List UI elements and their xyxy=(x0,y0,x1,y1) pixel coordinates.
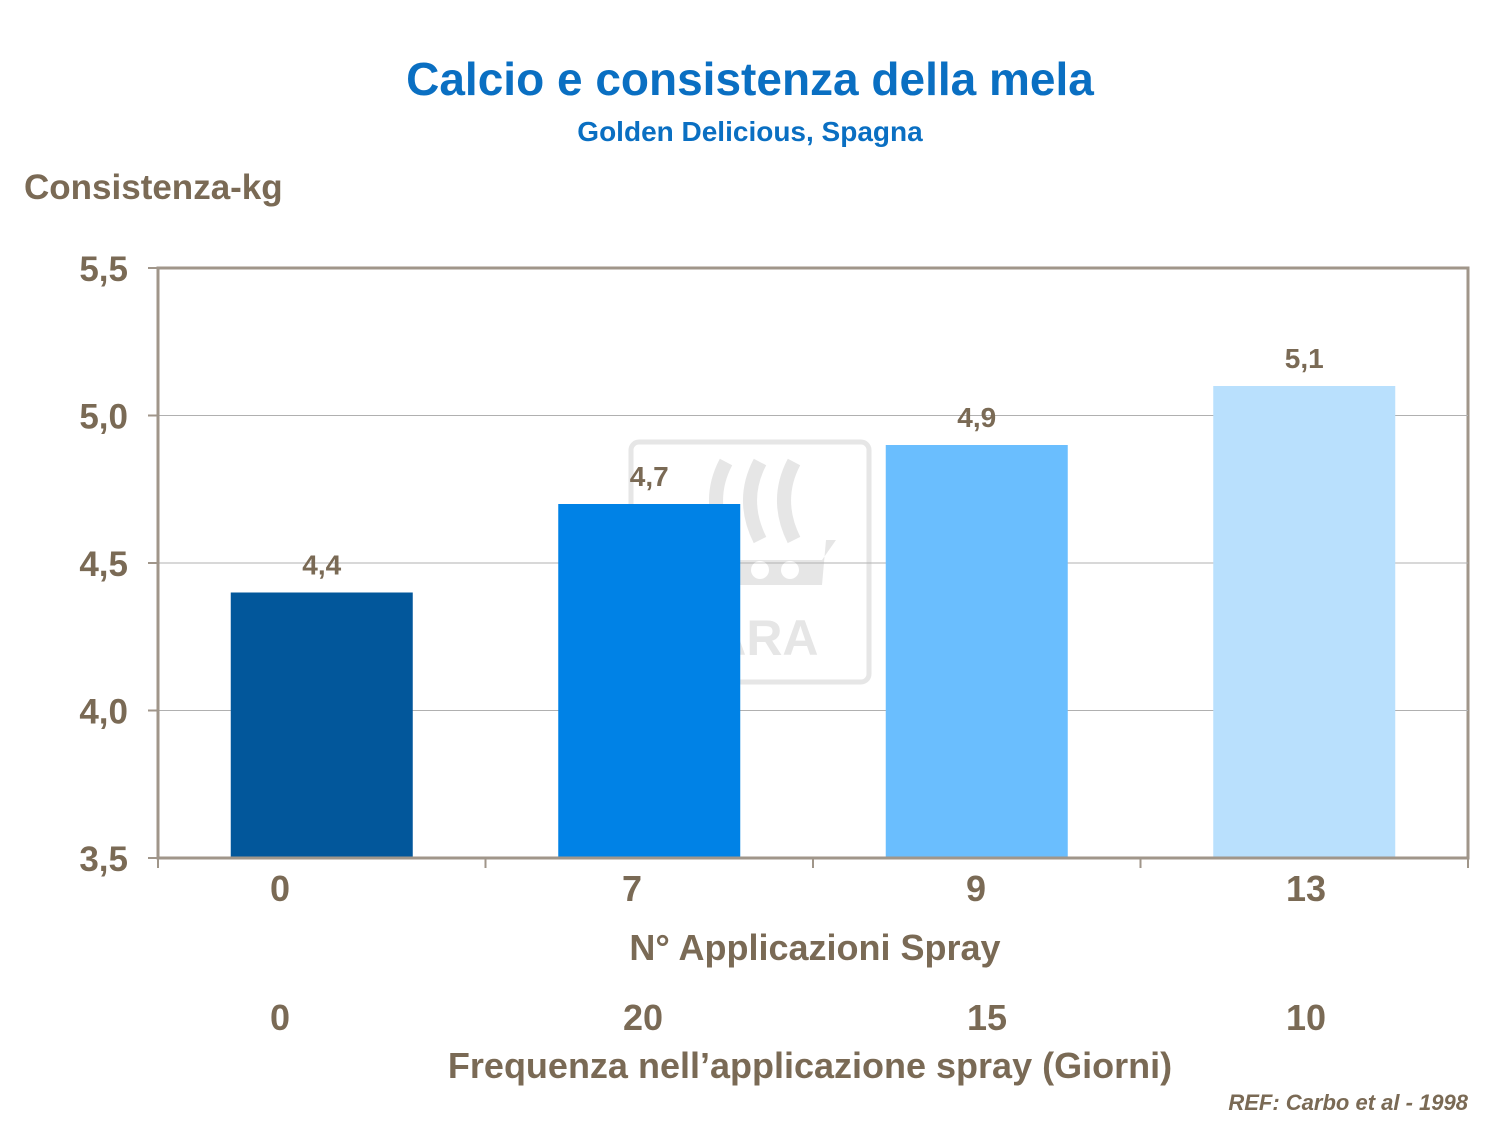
data-label: 5,1 xyxy=(1285,343,1324,374)
data-label: 4,4 xyxy=(302,550,341,581)
secondary-x-tick-label: 10 xyxy=(1286,997,1326,1038)
reference-note: REF: Carbo et al - 1998 xyxy=(1228,1090,1468,1115)
bar xyxy=(230,592,413,858)
y-tick-label: 4,0 xyxy=(79,693,128,732)
y-tick-label: 3,5 xyxy=(79,840,128,879)
x-tick-label: 0 xyxy=(270,868,290,909)
x-tick-label: 9 xyxy=(966,868,986,909)
bar xyxy=(1213,386,1396,858)
chart-subtitle: Golden Delicious, Spagna xyxy=(577,116,923,147)
y-axis-label: Consistenza-kg xyxy=(24,168,283,207)
secondary-x-tick-label: 15 xyxy=(967,997,1007,1038)
data-label: 4,7 xyxy=(630,461,669,492)
x-tick-label: 13 xyxy=(1286,868,1326,909)
secondary-x-tick-label: 20 xyxy=(623,997,663,1038)
bar xyxy=(885,445,1068,858)
chart-title: Calcio e consistenza della mela xyxy=(406,53,1094,105)
secondary-x-tick-label: 0 xyxy=(270,997,290,1038)
x-axis-label: N° Applicazioni Spray xyxy=(629,927,1000,968)
x-tick-label: 7 xyxy=(622,868,642,909)
y-tick-label: 4,5 xyxy=(79,545,128,584)
secondary-x-axis-label: Frequenza nell’applicazione spray (Giorn… xyxy=(448,1045,1172,1086)
data-label: 4,9 xyxy=(957,402,996,433)
y-tick-label: 5,0 xyxy=(79,398,128,437)
y-tick-label: 5,5 xyxy=(79,250,128,289)
bar xyxy=(558,504,741,858)
